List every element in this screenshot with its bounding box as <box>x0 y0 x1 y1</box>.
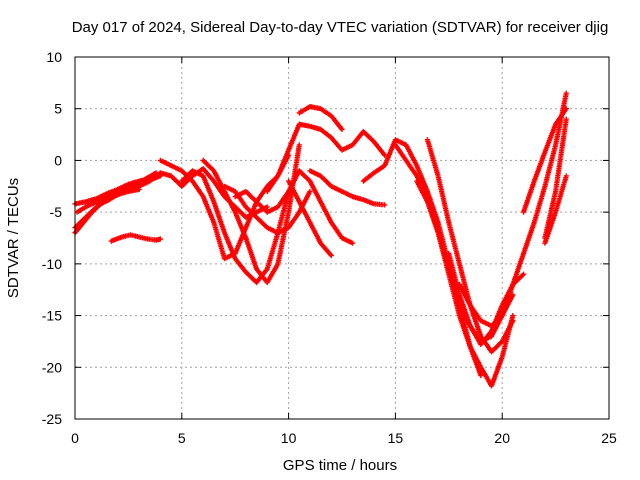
series-track-16 <box>360 137 484 379</box>
y-tick-label: -15 <box>42 308 62 324</box>
marker-track <box>264 121 388 195</box>
y-tick-label: -10 <box>42 256 62 272</box>
series-track-11 <box>232 168 356 246</box>
marker-track <box>542 173 569 246</box>
axis-ticks: 0 5 10 15 20 25 -25 -20 -15 -10 -5 0 5 10 <box>42 49 617 446</box>
y-tick-label: -25 <box>42 411 62 427</box>
marker-track <box>232 168 356 246</box>
x-tick-label: 15 <box>388 430 404 446</box>
x-tick-label: 5 <box>178 430 186 446</box>
marker-track <box>414 178 516 389</box>
marker-track <box>456 281 516 329</box>
x-tick-label: 10 <box>281 430 297 446</box>
x-tick-label: 20 <box>494 430 510 446</box>
y-tick-label: 5 <box>54 101 62 117</box>
marker-track <box>179 168 292 286</box>
y-tick-label: -20 <box>42 359 62 375</box>
x-axis-label: GPS time / hours <box>283 457 397 474</box>
marker-track <box>307 168 388 208</box>
series-track-18 <box>414 178 516 389</box>
series-track-10 <box>221 183 313 236</box>
data-series <box>72 90 569 389</box>
series-track-12 <box>264 121 388 195</box>
x-tick-label: 25 <box>601 430 617 446</box>
y-tick-label: -5 <box>50 204 63 220</box>
marker-track <box>108 232 164 244</box>
marker-track <box>286 178 334 259</box>
grid <box>75 57 609 419</box>
series-track-13 <box>296 104 345 132</box>
marker-track <box>296 104 345 132</box>
marker-track <box>521 106 569 215</box>
y-axis-label: SDTVAR / TECUs <box>5 178 22 298</box>
marker-track <box>360 137 484 379</box>
series-track-05 <box>108 232 164 244</box>
series-track-23 <box>521 106 569 215</box>
series-track-21 <box>456 281 516 329</box>
x-tick-label: 0 <box>71 430 79 446</box>
series-track-07 <box>157 152 292 262</box>
marker-track <box>221 183 313 236</box>
y-tick-label: 0 <box>54 152 62 168</box>
marker-track <box>157 152 292 262</box>
plot-frame <box>74 56 610 420</box>
series-track-08 <box>179 168 292 286</box>
chart-title: Day 017 of 2024, Sidereal Day-to-day VTE… <box>72 19 609 36</box>
series-track-14 <box>286 178 334 259</box>
series-track-25 <box>542 173 569 246</box>
series-track-15 <box>307 168 388 208</box>
y-tick-label: 10 <box>46 49 62 65</box>
